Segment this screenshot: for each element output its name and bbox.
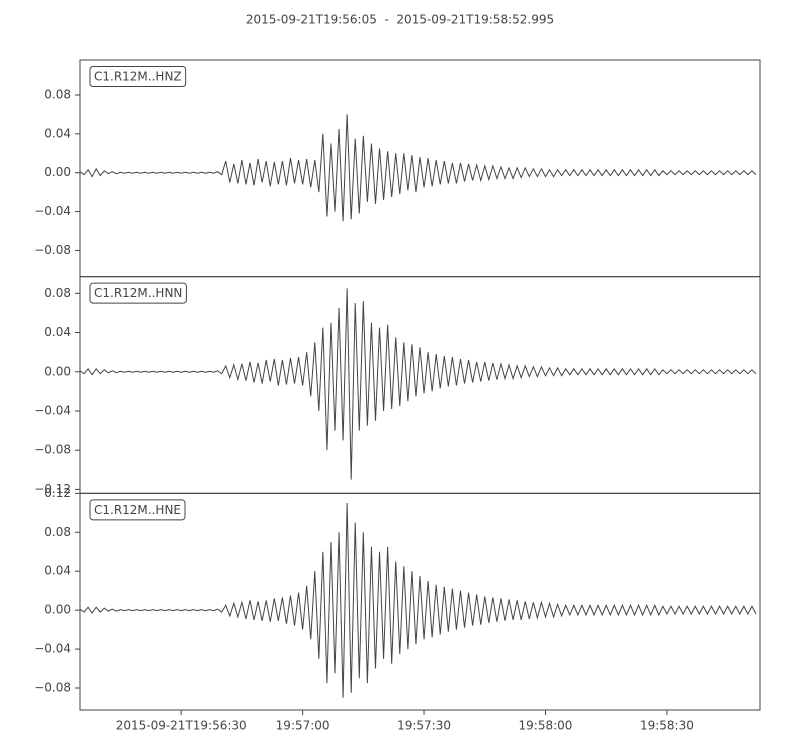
y-tick-label: −0.04 — [34, 204, 71, 218]
waveform — [80, 288, 757, 480]
trace-label: C1.R12M..HNE — [94, 503, 181, 517]
x-tick-label: 19:58:00 — [519, 719, 573, 733]
y-tick-label: 0.08 — [44, 286, 71, 300]
waveform — [80, 114, 757, 222]
trace-label: C1.R12M..HNN — [94, 286, 182, 300]
trace-label-box — [89, 66, 187, 87]
x-tick-label: 2015-09-21T19:56:30 — [116, 719, 247, 733]
y-tick-label: 0.12 — [44, 486, 71, 500]
y-tick-label: −0.08 — [34, 443, 71, 457]
trace-label-box — [89, 499, 186, 521]
y-tick-label: −0.04 — [34, 642, 71, 656]
y-tick-label: −0.12 — [34, 482, 71, 496]
x-tick-label: 19:58:30 — [640, 719, 694, 733]
chart-title: 2015-09-21T19:56:05 - 2015-09-21T19:58:5… — [246, 13, 554, 27]
waveform — [80, 503, 757, 698]
y-tick-label: −0.04 — [34, 403, 71, 417]
y-tick-label: 0.08 — [44, 525, 71, 539]
y-tick-label: 0.00 — [44, 603, 71, 617]
y-tick-label: 0.04 — [44, 325, 71, 339]
panel-frame — [79, 492, 761, 711]
x-tick-label: 19:57:00 — [276, 719, 330, 733]
x-tick-label: 19:57:30 — [397, 719, 451, 733]
y-tick-label: 0.08 — [44, 87, 71, 101]
y-tick-label: −0.08 — [34, 243, 71, 257]
trace-label: C1.R12M..HNZ — [94, 70, 182, 84]
y-tick-label: 0.04 — [44, 126, 71, 140]
y-tick-label: −0.08 — [34, 681, 71, 695]
panel-frame — [79, 276, 761, 494]
trace-label-box — [89, 282, 187, 304]
y-tick-label: 0.00 — [44, 364, 71, 378]
panel-frame — [79, 59, 761, 278]
y-tick-label: 0.00 — [44, 165, 71, 179]
y-tick-label: 0.04 — [44, 564, 71, 578]
